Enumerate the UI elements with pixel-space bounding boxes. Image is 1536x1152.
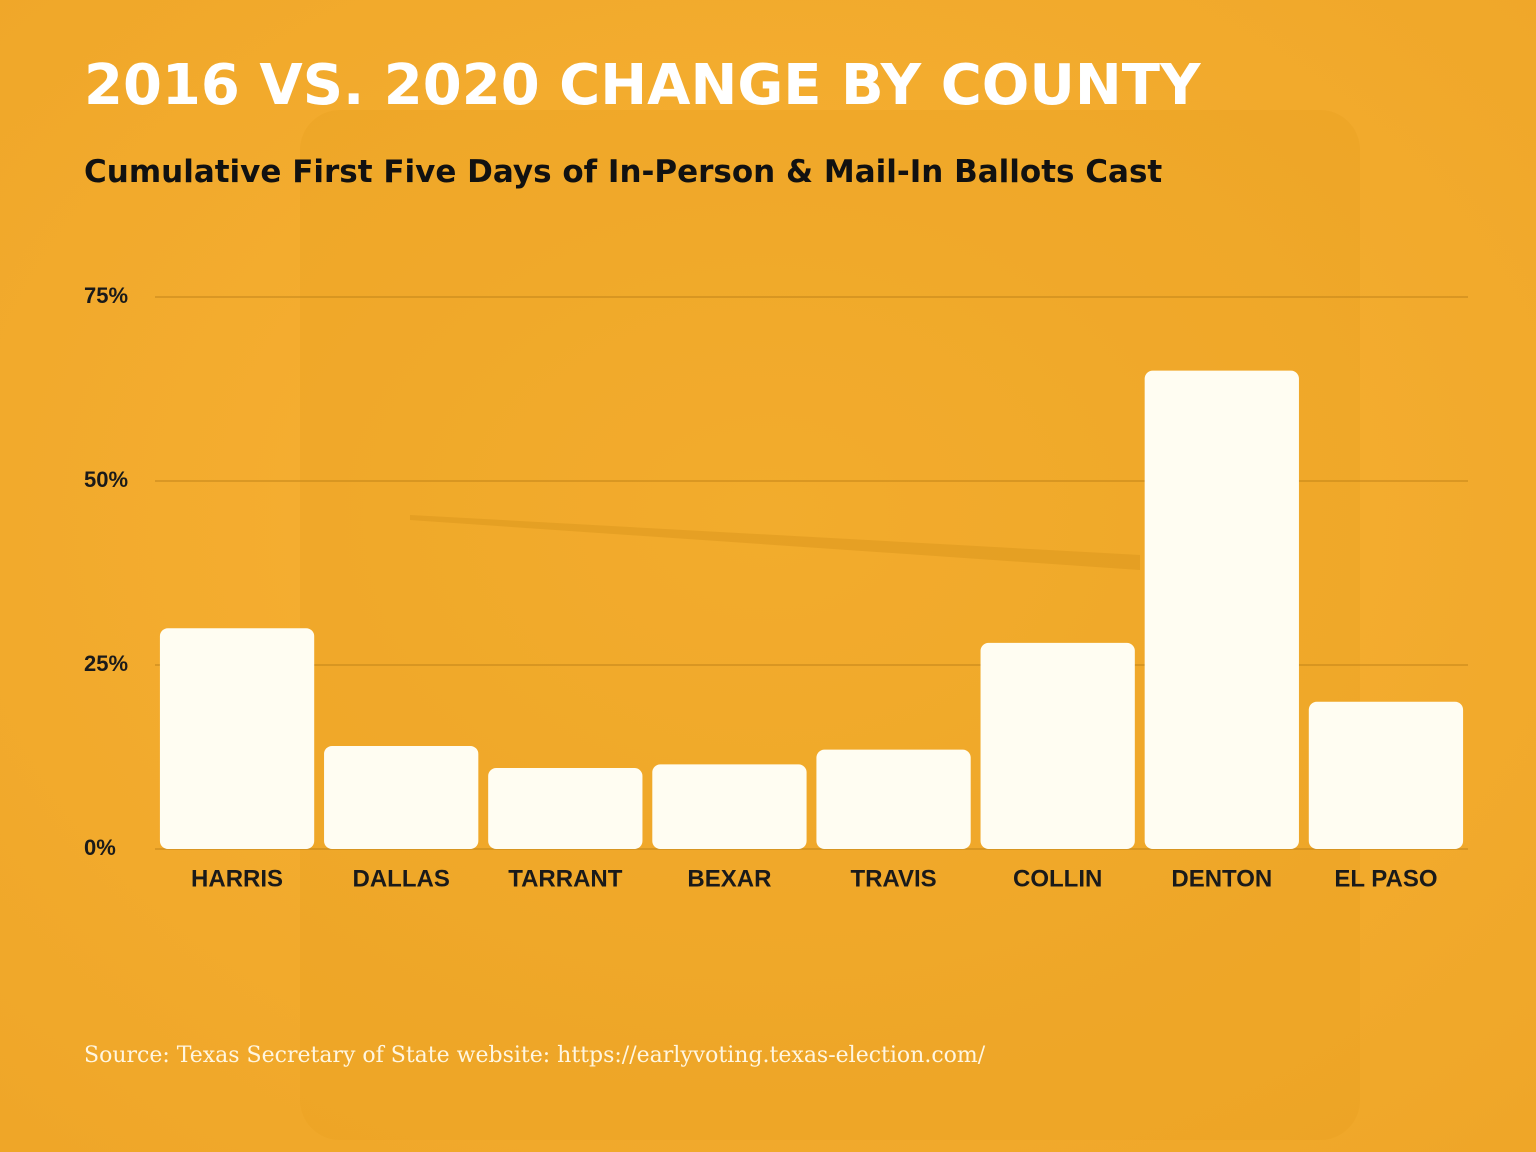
x-tick-label: DALLAS [353,865,450,892]
bar [1144,370,1299,849]
x-tick-label: DENTON [1171,865,1272,892]
bar [980,642,1135,849]
y-tick-label: 0% [84,835,116,860]
x-tick-label: TRAVIS [850,865,936,892]
background-arrow [410,515,1140,570]
y-tick-label: 50% [84,467,128,492]
bar [159,628,315,849]
bar [488,768,643,849]
bar [652,764,807,849]
bar [324,745,479,849]
background-sign [300,110,1360,1140]
x-tick-label: COLLIN [1013,865,1102,892]
y-tick-label: 25% [84,651,128,676]
x-tick-label: EL PASO [1334,865,1437,892]
chart-subtitle: Cumulative First Five Days of In-Person … [84,154,1162,190]
source-note: Source: Texas Secretary of State website… [84,1043,986,1068]
bar [1308,701,1464,849]
chart-title: 2016 VS. 2020 CHANGE BY COUNTY [84,53,1202,118]
bar [816,749,971,849]
x-tick-label: BEXAR [687,865,771,892]
x-tick-label: TARRANT [508,865,623,892]
x-tick-label: HARRIS [191,865,283,892]
y-tick-label: 75% [84,283,128,308]
